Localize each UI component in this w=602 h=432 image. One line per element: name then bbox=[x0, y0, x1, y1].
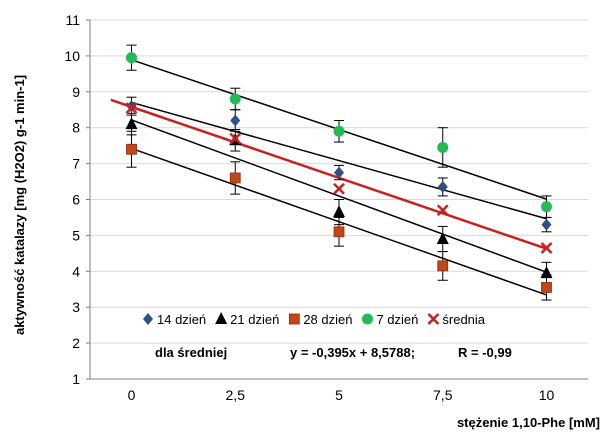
y-tick-label: 9 bbox=[72, 84, 80, 100]
equation-annotation: dla średniej y = -0,395x + 8,5788; R = -… bbox=[155, 345, 512, 360]
y-tick-label: 4 bbox=[72, 263, 80, 279]
data-point bbox=[229, 172, 241, 184]
data-point bbox=[436, 204, 449, 217]
data-point bbox=[333, 226, 345, 238]
data-point bbox=[540, 242, 553, 254]
legend-label: 28 dzień bbox=[303, 312, 352, 327]
tick-labels: 1 2 3 4 5 6 7 8 9 10 11 0 2,5 5 7,5 10 bbox=[64, 12, 554, 403]
data-point bbox=[334, 166, 344, 179]
data-point bbox=[126, 143, 137, 155]
y-tick-label: 2 bbox=[72, 335, 80, 351]
equation-formula: y = -0,395x + 8,5788; bbox=[290, 345, 415, 360]
data-point bbox=[125, 102, 138, 114]
data-point bbox=[229, 93, 241, 105]
y-tick-label: 7 bbox=[72, 156, 80, 172]
data-point bbox=[229, 132, 242, 145]
data-point bbox=[230, 114, 241, 127]
y-axis-title: aktywność katalazy [mg (H2O2) g-1 min-1] bbox=[12, 75, 27, 335]
data-point bbox=[333, 125, 345, 137]
data-point bbox=[333, 182, 345, 195]
data-point bbox=[437, 180, 448, 193]
x-tick-label: 5 bbox=[335, 387, 343, 403]
data-point bbox=[333, 205, 345, 218]
x-tick-label: 7,5 bbox=[433, 387, 453, 403]
x-axis-title: stężenie 1,10-Phe [mM] bbox=[457, 415, 600, 430]
y-tick-label: 3 bbox=[72, 299, 80, 315]
trendline bbox=[131, 101, 547, 220]
data-points bbox=[125, 52, 553, 293]
data-point bbox=[541, 201, 552, 213]
data-point bbox=[540, 266, 553, 279]
legend-label: 7 dzień bbox=[376, 312, 418, 327]
legend-label: 21 dzień bbox=[230, 312, 279, 327]
y-tick-label: 11 bbox=[65, 12, 80, 28]
data-point bbox=[541, 218, 552, 231]
x-tick-label: 10 bbox=[539, 387, 555, 403]
legend-marker bbox=[361, 313, 373, 325]
data-point bbox=[126, 52, 137, 64]
axes bbox=[86, 19, 588, 380]
legend-label: średnia bbox=[442, 312, 485, 327]
legend-marker bbox=[427, 313, 440, 325]
legend-label: 14 dzień bbox=[157, 312, 206, 327]
legend-marker bbox=[143, 313, 153, 325]
data-point bbox=[436, 231, 449, 244]
data-point bbox=[541, 282, 552, 293]
legend: 14 dzień 21 dzień 28 dzień 7 dzień średnia bbox=[143, 312, 486, 327]
trendline bbox=[131, 119, 547, 273]
data-point bbox=[437, 260, 449, 272]
trendlines bbox=[110, 59, 547, 296]
equation-r: R = -0,99 bbox=[458, 345, 512, 360]
y-tick-label: 5 bbox=[72, 227, 80, 243]
legend-marker bbox=[288, 313, 300, 325]
data-point bbox=[437, 141, 449, 153]
x-tick-label: 0 bbox=[128, 387, 136, 403]
legend-marker bbox=[215, 312, 228, 324]
y-tick-label: 10 bbox=[64, 48, 80, 64]
y-tick-label: 6 bbox=[72, 192, 80, 208]
y-tick-label: 8 bbox=[72, 120, 80, 136]
data-point bbox=[125, 117, 138, 130]
y-tick-label: 1 bbox=[72, 371, 80, 387]
x-tick-label: 2,5 bbox=[226, 387, 246, 403]
equation-prefix: dla średniej bbox=[155, 345, 227, 360]
trendline bbox=[110, 98, 547, 250]
